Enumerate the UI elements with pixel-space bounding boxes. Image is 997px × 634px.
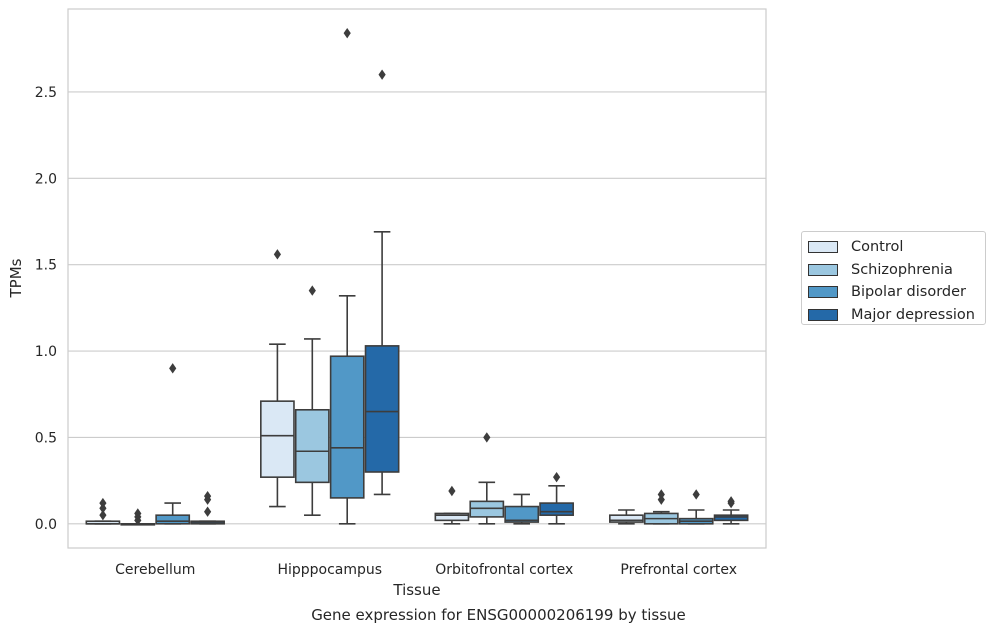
- outlier-marker: [273, 249, 281, 260]
- box-body: [434, 512, 470, 522]
- legend-item-control: Control: [808, 236, 985, 259]
- outlier-marker: [134, 508, 142, 519]
- outlier-marker: [657, 489, 665, 500]
- legend-swatch-major-depression: [808, 308, 838, 321]
- box-hipppocampus-bipolar-disorder: [329, 27, 365, 525]
- y-tick-label: 0.0: [35, 517, 57, 533]
- box-prefrontal-cortex-schizophrenia: [643, 489, 679, 525]
- outlier-marker: [343, 27, 351, 39]
- box-cerebellum-major-depression: [190, 490, 225, 525]
- y-tick-labels: 0.0 0.5 1.0 1.5 2.0 2.5: [35, 85, 57, 533]
- x-axis-label: Tissue: [392, 581, 440, 599]
- box-groups: [85, 27, 749, 526]
- outlier-marker: [692, 489, 700, 500]
- y-tick-label: 1.0: [35, 344, 57, 360]
- box-body: [713, 514, 749, 522]
- outlier-marker: [169, 363, 177, 374]
- box-body: [329, 355, 365, 499]
- outlier-marker: [99, 497, 107, 509]
- y-tick-label: 2.5: [35, 85, 57, 101]
- legend-swatch-bipolar-disorder: [808, 286, 838, 299]
- x-tick-labels: Cerebellum Hipppocampus Orbitofrontal cort…: [115, 562, 737, 578]
- legend-label-schizophrenia: Schizophrenia: [851, 261, 953, 278]
- box-hipppocampus-control: [260, 249, 295, 508]
- x-tick-label: Cerebellum: [115, 562, 195, 578]
- box-body: [155, 514, 191, 525]
- legend-label-bipolar-disorder: Bipolar disorder: [851, 284, 966, 301]
- box-body: [469, 500, 505, 518]
- legend-item-schizophrenia: Schizophrenia: [808, 259, 985, 282]
- legend-label-control: Control: [851, 239, 904, 256]
- box-body: [364, 345, 400, 473]
- outlier-marker: [378, 69, 386, 80]
- outlier-marker: [99, 509, 107, 521]
- box-hipppocampus-major-depression: [364, 69, 400, 496]
- box-body: [504, 505, 540, 523]
- outlier-marker: [727, 496, 735, 507]
- grid-lines: [68, 91, 766, 525]
- outlier-marker: [308, 285, 316, 296]
- box-prefrontal-cortex-major-depression: [713, 496, 749, 525]
- outlier-marker: [448, 485, 456, 497]
- x-tick-label: Orbitofrontal cortex: [435, 562, 573, 578]
- legend-swatch-control: [808, 241, 838, 254]
- outlier-marker: [204, 506, 212, 517]
- box-orbitofrontal-cortex-bipolar-disorder: [504, 493, 540, 525]
- box-hipppocampus-schizophrenia: [294, 285, 330, 516]
- box-cerebellum-bipolar-disorder: [155, 363, 191, 525]
- outlier-marker: [553, 471, 561, 483]
- outlier-marker: [483, 432, 491, 443]
- box-cerebellum-schizophrenia: [120, 508, 156, 526]
- legend-item-major-depression: Major depression: [808, 304, 985, 327]
- x-tick-label: Hipppocampus: [277, 562, 382, 578]
- legend-label-major-depression: Major depression: [851, 306, 975, 323]
- y-axis-label: TPMs: [7, 258, 25, 298]
- box-body: [539, 502, 574, 516]
- legend-item-bipolar-disorder: Bipolar disorder: [808, 281, 985, 304]
- box-body: [260, 400, 295, 478]
- y-tick-label: 0.5: [35, 430, 57, 446]
- box-cerebellum-control: [85, 497, 121, 525]
- y-tick-label: 1.5: [35, 258, 57, 274]
- box-orbitofrontal-cortex-control: [434, 485, 470, 525]
- chart-caption: Gene expression for ENSG00000206199 by t…: [311, 606, 686, 624]
- box-prefrontal-cortex-control: [609, 509, 644, 525]
- y-tick-label: 2.0: [35, 171, 57, 187]
- plot-frame: [67, 8, 767, 549]
- box-orbitofrontal-cortex-schizophrenia: [469, 432, 505, 525]
- x-tick-label: Prefrontal cortex: [620, 562, 737, 578]
- box-body: [294, 408, 330, 484]
- box-prefrontal-cortex-bipolar-disorder: [678, 489, 714, 525]
- legend-swatch-schizophrenia: [808, 263, 838, 276]
- legend: Control Schizophrenia Bipolar disorder M…: [801, 231, 986, 325]
- outlier-marker: [204, 490, 212, 502]
- box-orbitofrontal-cortex-major-depression: [539, 471, 574, 525]
- box-body: [609, 514, 644, 523]
